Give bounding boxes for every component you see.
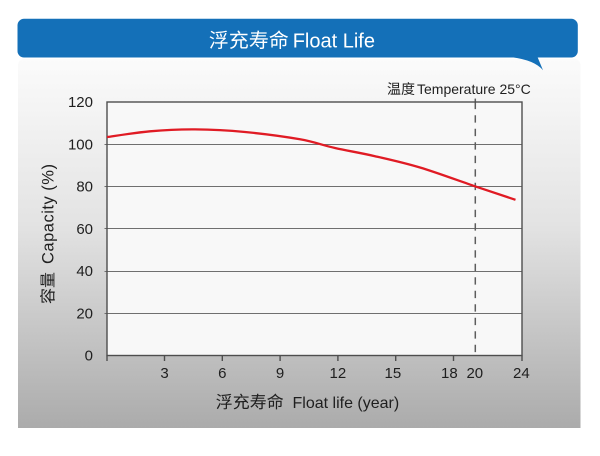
svg-text:Temperature 25°C: Temperature 25°C bbox=[417, 81, 531, 97]
svg-text:100: 100 bbox=[68, 136, 93, 153]
svg-text:20: 20 bbox=[76, 305, 93, 322]
svg-text:24: 24 bbox=[513, 365, 530, 382]
svg-text:Capacity (%): Capacity (%) bbox=[40, 164, 58, 264]
svg-text:120: 120 bbox=[68, 94, 93, 111]
svg-text:9: 9 bbox=[276, 365, 284, 382]
svg-text:40: 40 bbox=[76, 263, 93, 280]
svg-text:Float life (year): Float life (year) bbox=[293, 395, 400, 412]
svg-text:Float Life: Float Life bbox=[293, 30, 375, 52]
svg-text:18: 18 bbox=[441, 365, 458, 382]
svg-text:60: 60 bbox=[76, 221, 93, 238]
svg-text:20: 20 bbox=[466, 365, 483, 382]
svg-text:12: 12 bbox=[330, 365, 347, 382]
svg-text:3: 3 bbox=[160, 365, 168, 382]
svg-text:6: 6 bbox=[218, 365, 226, 382]
svg-text:15: 15 bbox=[385, 365, 402, 382]
svg-text:0: 0 bbox=[85, 348, 93, 365]
svg-text:80: 80 bbox=[76, 179, 93, 196]
